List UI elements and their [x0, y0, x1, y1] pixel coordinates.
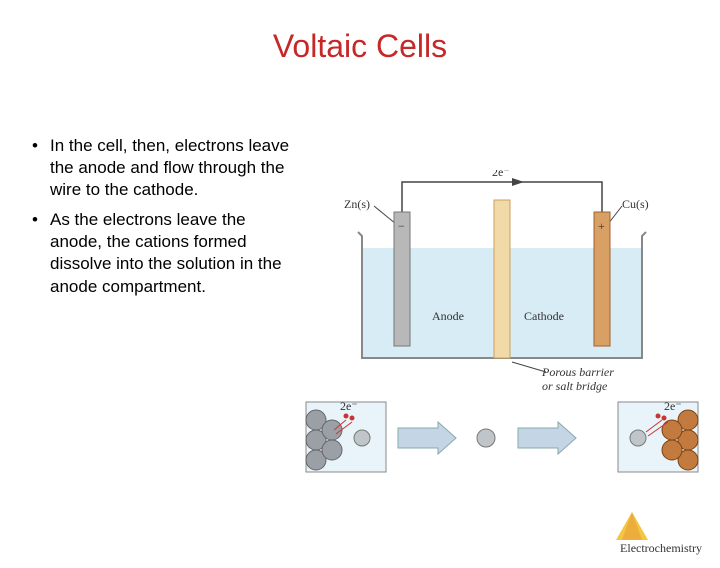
micro-cathode-electron-label: 2e⁻ [664, 399, 682, 413]
bullet-item: As the electrons leave the anode, the ca… [32, 209, 292, 297]
label-line [374, 206, 396, 224]
micro-anode-electron-label: 2e⁻ [340, 399, 358, 413]
electron-flow-label: 2e⁻ [492, 170, 510, 179]
page-title: Voltaic Cells [0, 28, 720, 65]
barrier-label-2: or salt bridge [542, 379, 608, 393]
anode-label: Anode [432, 309, 464, 323]
zn-atom-icon [322, 440, 342, 460]
anode-material-label: Zn(s) [344, 197, 370, 211]
electron-icon [344, 414, 349, 419]
barrier-label-1: Porous barrier [541, 365, 614, 379]
porous-barrier [494, 200, 510, 358]
cathode-label: Cathode [524, 309, 564, 323]
electron-icon [662, 416, 667, 421]
ion-icon [477, 429, 495, 447]
voltaic-cell-diagram: 2e⁻ Zn(s) Cu(s) − + Anode Cathode Porous… [302, 170, 702, 480]
anode-sign: − [398, 219, 405, 233]
flow-arrow-icon [398, 422, 456, 454]
bullet-list: In the cell, then, electrons leave the a… [32, 135, 292, 306]
cu-ion-icon [630, 430, 646, 446]
cathode-sign: + [598, 219, 605, 233]
electron-icon [350, 416, 355, 421]
cu-atom-icon [662, 420, 682, 440]
zn-ion-icon [354, 430, 370, 446]
cu-atom-icon [662, 440, 682, 460]
label-line [512, 362, 546, 372]
electron-icon [656, 414, 661, 419]
zn-atom-icon [322, 420, 342, 440]
flow-arrow-icon [518, 422, 576, 454]
footer-text: Electrochemistry [620, 541, 702, 556]
bullet-item: In the cell, then, electrons leave the a… [32, 135, 292, 201]
cathode-material-label: Cu(s) [622, 197, 649, 211]
electron-arrow-icon [512, 178, 524, 186]
